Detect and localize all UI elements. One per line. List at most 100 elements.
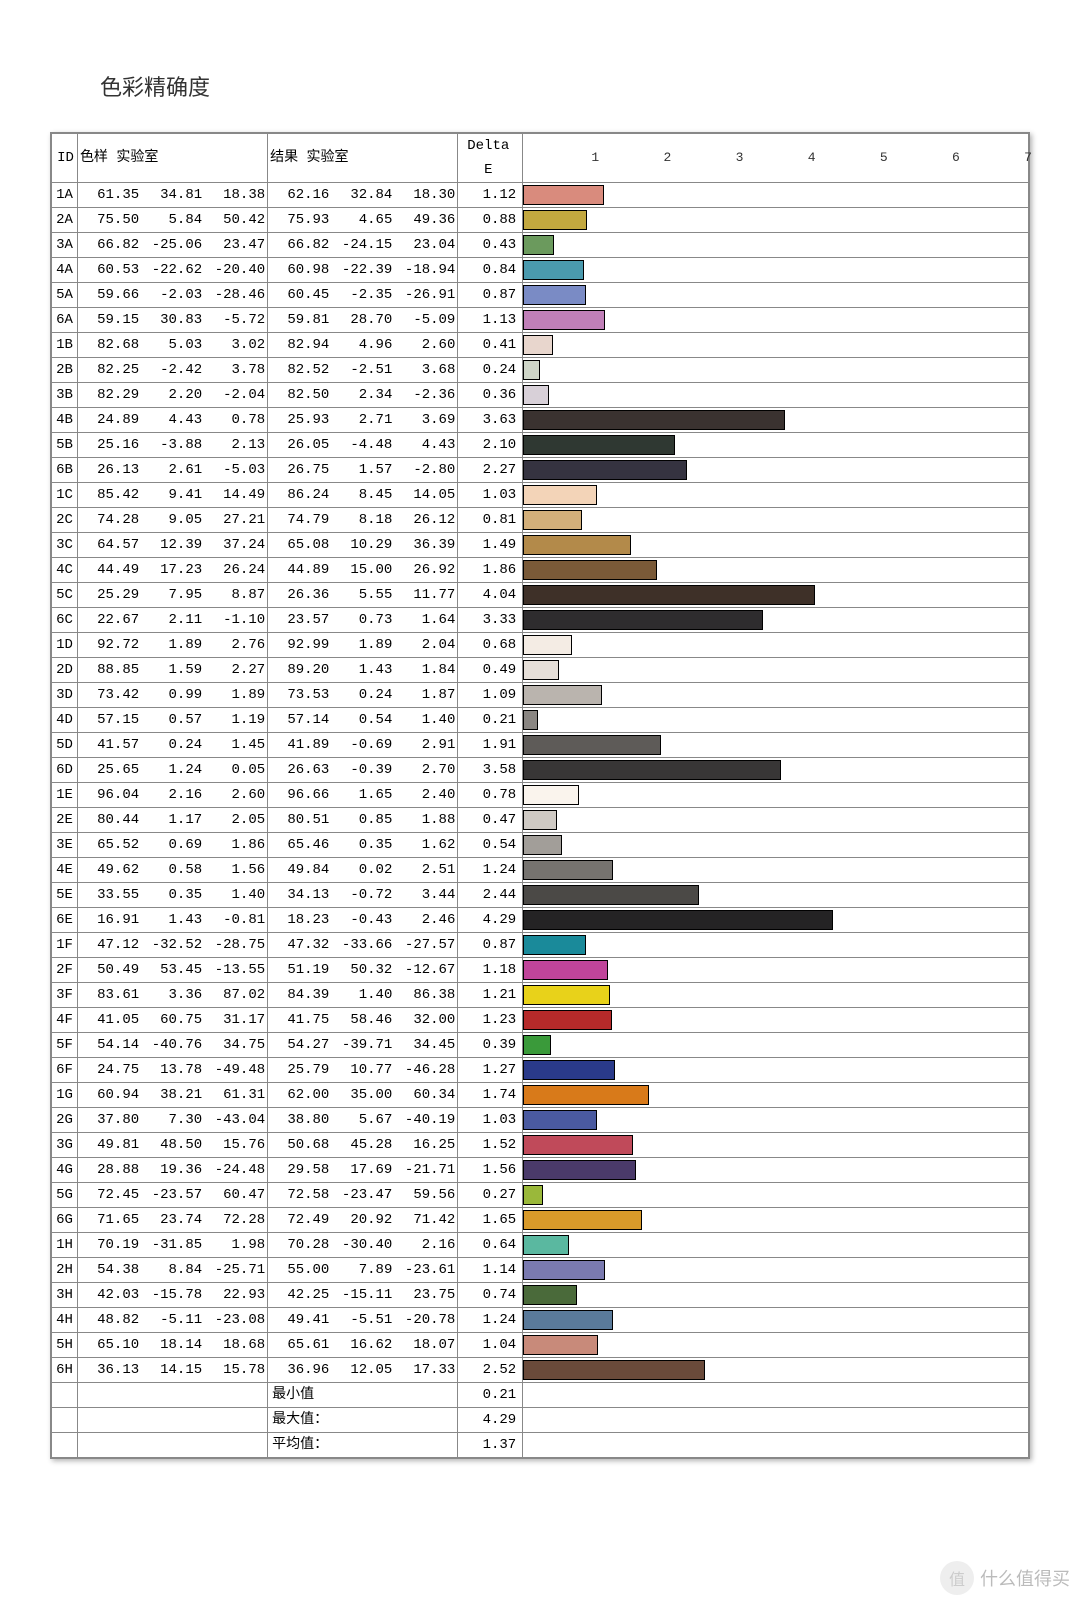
cell-delta: 1.03 xyxy=(458,1108,523,1133)
cell-result: 47.32-33.66-27.57 xyxy=(268,933,458,958)
table-row: 2G37.807.30-43.0438.805.67-40.191.03 xyxy=(52,1108,1029,1133)
cell-result: 42.25-15.1123.75 xyxy=(268,1283,458,1308)
table-row: 3D73.420.991.8973.530.241.871.09 xyxy=(52,683,1029,708)
cell-delta: 1.49 xyxy=(458,533,523,558)
table-row: 4B24.894.430.7825.932.713.693.63 xyxy=(52,408,1029,433)
delta-bar xyxy=(523,485,597,505)
delta-bar xyxy=(523,685,602,705)
cell-bar xyxy=(523,1133,1029,1158)
summary-value: 1.37 xyxy=(458,1433,523,1458)
cell-delta: 1.04 xyxy=(458,1333,523,1358)
cell-sample: 26.132.61-5.03 xyxy=(77,458,267,483)
table-row: 5F54.14-40.7634.7554.27-39.7134.450.39 xyxy=(52,1033,1029,1058)
cell-bar xyxy=(523,758,1029,783)
cell-delta: 2.44 xyxy=(458,883,523,908)
cell-bar xyxy=(523,508,1029,533)
cell-sample: 25.16-3.882.13 xyxy=(77,433,267,458)
cell-bar xyxy=(523,708,1029,733)
delta-bar xyxy=(523,1110,597,1130)
table-row: 4E49.620.581.5649.840.022.511.24 xyxy=(52,858,1029,883)
delta-bar xyxy=(523,910,832,930)
cell-delta: 0.64 xyxy=(458,1233,523,1258)
cell-result: 26.751.57-2.80 xyxy=(268,458,458,483)
delta-bar xyxy=(523,335,553,355)
cell-delta: 2.10 xyxy=(458,433,523,458)
cell-result: 66.82-24.1523.04 xyxy=(268,233,458,258)
cell-delta: 4.04 xyxy=(458,583,523,608)
cell-sample: 85.429.4114.49 xyxy=(77,483,267,508)
cell-bar xyxy=(523,1233,1029,1258)
cell-result: 65.6116.6218.07 xyxy=(268,1333,458,1358)
delta-bar xyxy=(523,735,661,755)
cell-result: 29.5817.69-21.71 xyxy=(268,1158,458,1183)
cell-bar xyxy=(523,883,1029,908)
cell-result: 34.13-0.723.44 xyxy=(268,883,458,908)
delta-bar xyxy=(523,1185,542,1205)
cell-delta: 1.24 xyxy=(458,858,523,883)
cell-result: 51.1950.32-12.67 xyxy=(268,958,458,983)
cell-result: 60.45-2.35-26.91 xyxy=(268,283,458,308)
cell-result: 82.944.962.60 xyxy=(268,333,458,358)
table-row: 3G49.8148.5015.7650.6845.2816.251.52 xyxy=(52,1133,1029,1158)
table-row: 5B25.16-3.882.1326.05-4.484.432.10 xyxy=(52,433,1029,458)
cell-sample: 42.03-15.7822.93 xyxy=(77,1283,267,1308)
cell-sample: 61.3534.8118.38 xyxy=(77,183,267,208)
cell-bar xyxy=(523,633,1029,658)
table-row: 2H54.388.84-25.7155.007.89-23.611.14 xyxy=(52,1258,1029,1283)
summary-value: 0.21 xyxy=(458,1383,523,1408)
cell-result: 96.661.652.40 xyxy=(268,783,458,808)
cell-delta: 2.27 xyxy=(458,458,523,483)
cell-bar xyxy=(523,908,1029,933)
cell-id: 2F xyxy=(52,958,78,983)
table-row: 3F83.613.3687.0284.391.4086.381.21 xyxy=(52,983,1029,1008)
delta-bar xyxy=(523,260,584,280)
cell-result: 74.798.1826.12 xyxy=(268,508,458,533)
delta-bar xyxy=(523,560,657,580)
cell-bar xyxy=(523,1358,1029,1383)
cell-bar xyxy=(523,958,1029,983)
table-row: 3B82.292.20-2.0482.502.34-2.360.36 xyxy=(52,383,1029,408)
delta-bar xyxy=(523,1160,636,1180)
header-bar: 1234567 xyxy=(523,134,1029,183)
cell-delta: 1.09 xyxy=(458,683,523,708)
delta-bar xyxy=(523,410,785,430)
cell-result: 26.365.5511.77 xyxy=(268,583,458,608)
cell-delta: 0.81 xyxy=(458,508,523,533)
cell-sample: 82.25-2.423.78 xyxy=(77,358,267,383)
delta-bar xyxy=(523,210,586,230)
cell-result: 82.502.34-2.36 xyxy=(268,383,458,408)
cell-result: 86.248.4514.05 xyxy=(268,483,458,508)
cell-result: 38.805.67-40.19 xyxy=(268,1108,458,1133)
summary-label: 最小值 xyxy=(268,1383,458,1408)
axis-tick: 4 xyxy=(808,146,816,170)
cell-bar xyxy=(523,208,1029,233)
cell-id: 6E xyxy=(52,908,78,933)
cell-bar xyxy=(523,933,1029,958)
page-title: 色彩精确度 xyxy=(100,70,1030,102)
table-row: 3A66.82-25.0623.4766.82-24.1523.040.43 xyxy=(52,233,1029,258)
delta-bar xyxy=(523,1035,551,1055)
cell-id: 5F xyxy=(52,1033,78,1058)
cell-result: 73.530.241.87 xyxy=(268,683,458,708)
cell-sample: 83.613.3687.02 xyxy=(77,983,267,1008)
cell-sample: 60.53-22.62-20.40 xyxy=(77,258,267,283)
cell-id: 2G xyxy=(52,1108,78,1133)
cell-result: 50.6845.2816.25 xyxy=(268,1133,458,1158)
cell-id: 4C xyxy=(52,558,78,583)
axis-tick: 2 xyxy=(664,146,672,170)
delta-bar xyxy=(523,1135,633,1155)
cell-bar xyxy=(523,558,1029,583)
cell-id: 2A xyxy=(52,208,78,233)
summary-row: 平均值：1.37 xyxy=(52,1433,1029,1458)
table-row: 2F50.4953.45-13.5551.1950.32-12.671.18 xyxy=(52,958,1029,983)
cell-delta: 1.52 xyxy=(458,1133,523,1158)
delta-bar xyxy=(523,185,604,205)
cell-id: 3C xyxy=(52,533,78,558)
cell-delta: 2.52 xyxy=(458,1358,523,1383)
axis-tick: 3 xyxy=(736,146,744,170)
cell-result: 25.932.713.69 xyxy=(268,408,458,433)
cell-bar xyxy=(523,1033,1029,1058)
cell-id: 1G xyxy=(52,1083,78,1108)
cell-sample: 47.12-32.52-28.75 xyxy=(77,933,267,958)
cell-sample: 41.570.241.45 xyxy=(77,733,267,758)
